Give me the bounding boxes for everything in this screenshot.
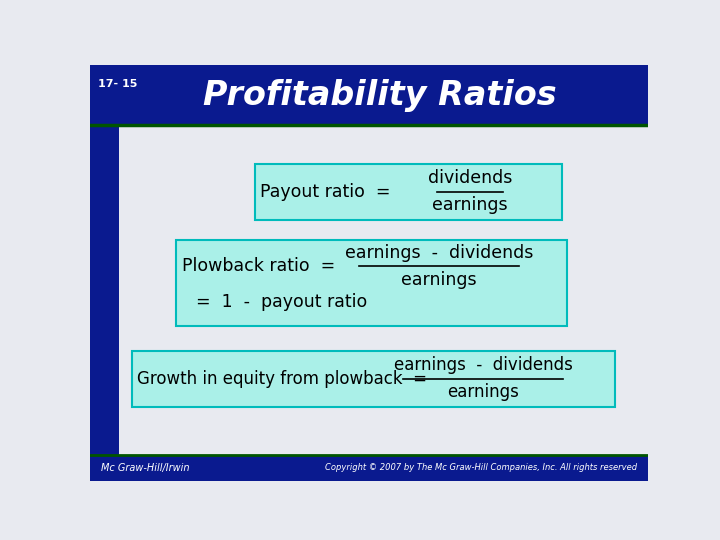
FancyBboxPatch shape (90, 65, 648, 125)
Text: Mc Graw-Hill/Irwin: Mc Graw-Hill/Irwin (101, 463, 189, 472)
Text: Profitability Ratios: Profitability Ratios (203, 79, 557, 112)
Text: Growth in equity from plowback  =: Growth in equity from plowback = (138, 370, 428, 388)
Text: earnings  -  dividends: earnings - dividends (345, 244, 534, 262)
Text: dividends: dividends (428, 169, 513, 187)
Text: earnings: earnings (447, 383, 519, 401)
Text: Plowback ratio  =: Plowback ratio = (182, 258, 336, 275)
Text: earnings: earnings (401, 271, 477, 289)
FancyBboxPatch shape (90, 125, 120, 455)
Text: earnings: earnings (432, 197, 508, 214)
Text: Copyright © 2007 by The Mc Graw-Hill Companies, Inc. All rights reserved: Copyright © 2007 by The Mc Graw-Hill Com… (325, 463, 637, 472)
FancyBboxPatch shape (255, 164, 562, 220)
Text: 17- 15: 17- 15 (99, 79, 138, 89)
Text: =  1  -  payout ratio: = 1 - payout ratio (197, 293, 367, 311)
Text: Payout ratio  =: Payout ratio = (260, 183, 391, 201)
Text: earnings  -  dividends: earnings - dividends (394, 356, 572, 374)
FancyBboxPatch shape (90, 455, 648, 481)
FancyBboxPatch shape (132, 350, 615, 407)
FancyBboxPatch shape (176, 240, 567, 326)
